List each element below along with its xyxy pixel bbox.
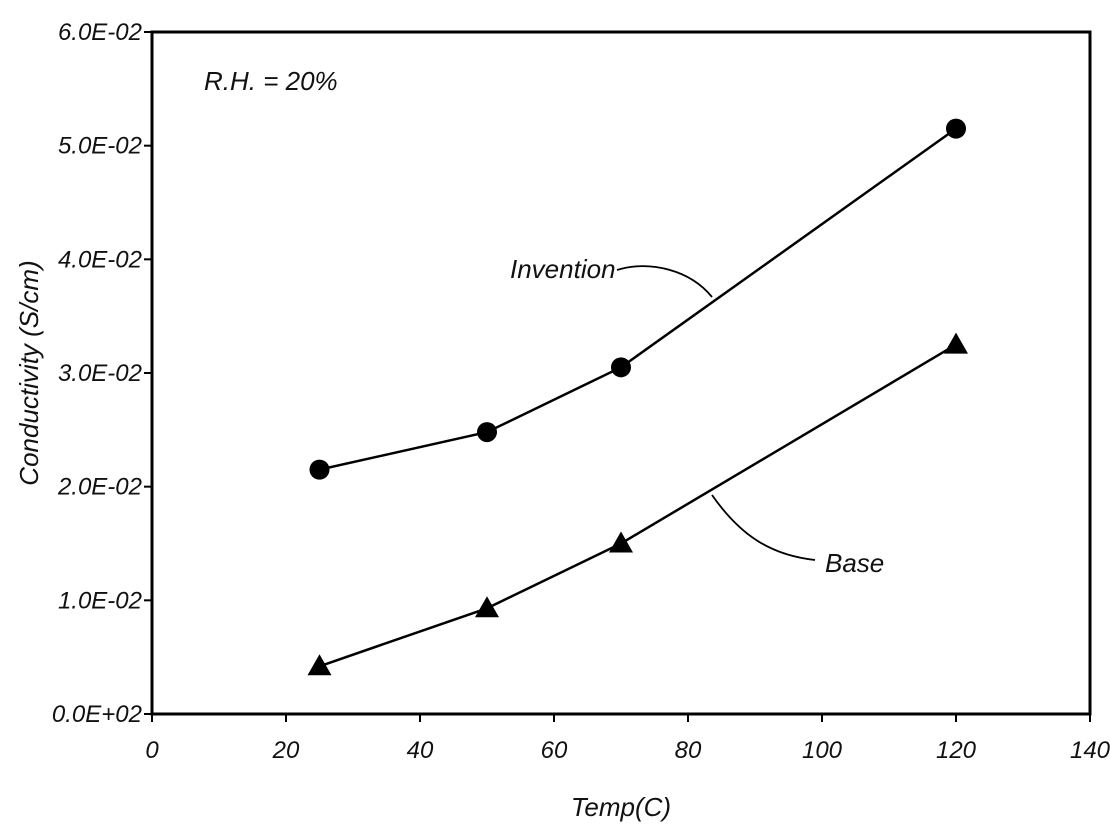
series-layer — [307, 118, 968, 676]
x-tick-label: 40 — [407, 737, 434, 764]
y-tick-label: 6.0E-02 — [58, 19, 142, 46]
invention-data-point — [611, 357, 631, 378]
invention-data-point — [309, 459, 330, 480]
x-axis-ticks: 0 20 40 60 80 100 120 140 — [145, 714, 1110, 764]
base-series-line — [319, 343, 957, 668]
x-tick-label: 80 — [675, 737, 702, 764]
x-tick-label: 20 — [272, 737, 300, 764]
base-data-point — [944, 332, 968, 354]
x-tick-label: 120 — [936, 737, 977, 764]
y-tick-label: 4.0E-02 — [58, 246, 142, 273]
invention-leader-line — [616, 265, 713, 298]
invention-data-point — [946, 118, 966, 139]
invention-series-line — [319, 127, 957, 471]
y-tick-label: 2.0E-02 — [57, 474, 142, 501]
invention-data-point — [477, 422, 497, 443]
base-data-point — [475, 596, 499, 618]
invention-series-label: Invention — [510, 254, 616, 284]
y-axis-ticks: 0.0E+02 1.0E-02 2.0E-02 3.0E-02 4.0E-02 5.0E-… — [52, 19, 152, 728]
y-tick-label: 5.0E-02 — [58, 133, 142, 160]
y-axis-label: Conductivity (S/cm) — [14, 260, 44, 485]
base-series-label: Base — [825, 548, 884, 578]
rh-annotation: R.H. = 20% — [204, 66, 338, 96]
x-axis-label: Temp(C) — [571, 792, 671, 822]
y-tick-label: 0.0E+02 — [52, 701, 142, 728]
base-data-point — [307, 654, 332, 676]
y-tick-label: 1.0E-02 — [58, 587, 142, 614]
x-tick-label: 60 — [541, 737, 568, 764]
x-tick-label: 0 — [145, 737, 159, 764]
x-tick-label: 140 — [1070, 737, 1110, 764]
base-data-point — [609, 531, 633, 553]
base-leader-line — [711, 494, 816, 561]
x-tick-label: 100 — [802, 737, 843, 764]
y-tick-label: 3.0E-02 — [58, 360, 142, 387]
